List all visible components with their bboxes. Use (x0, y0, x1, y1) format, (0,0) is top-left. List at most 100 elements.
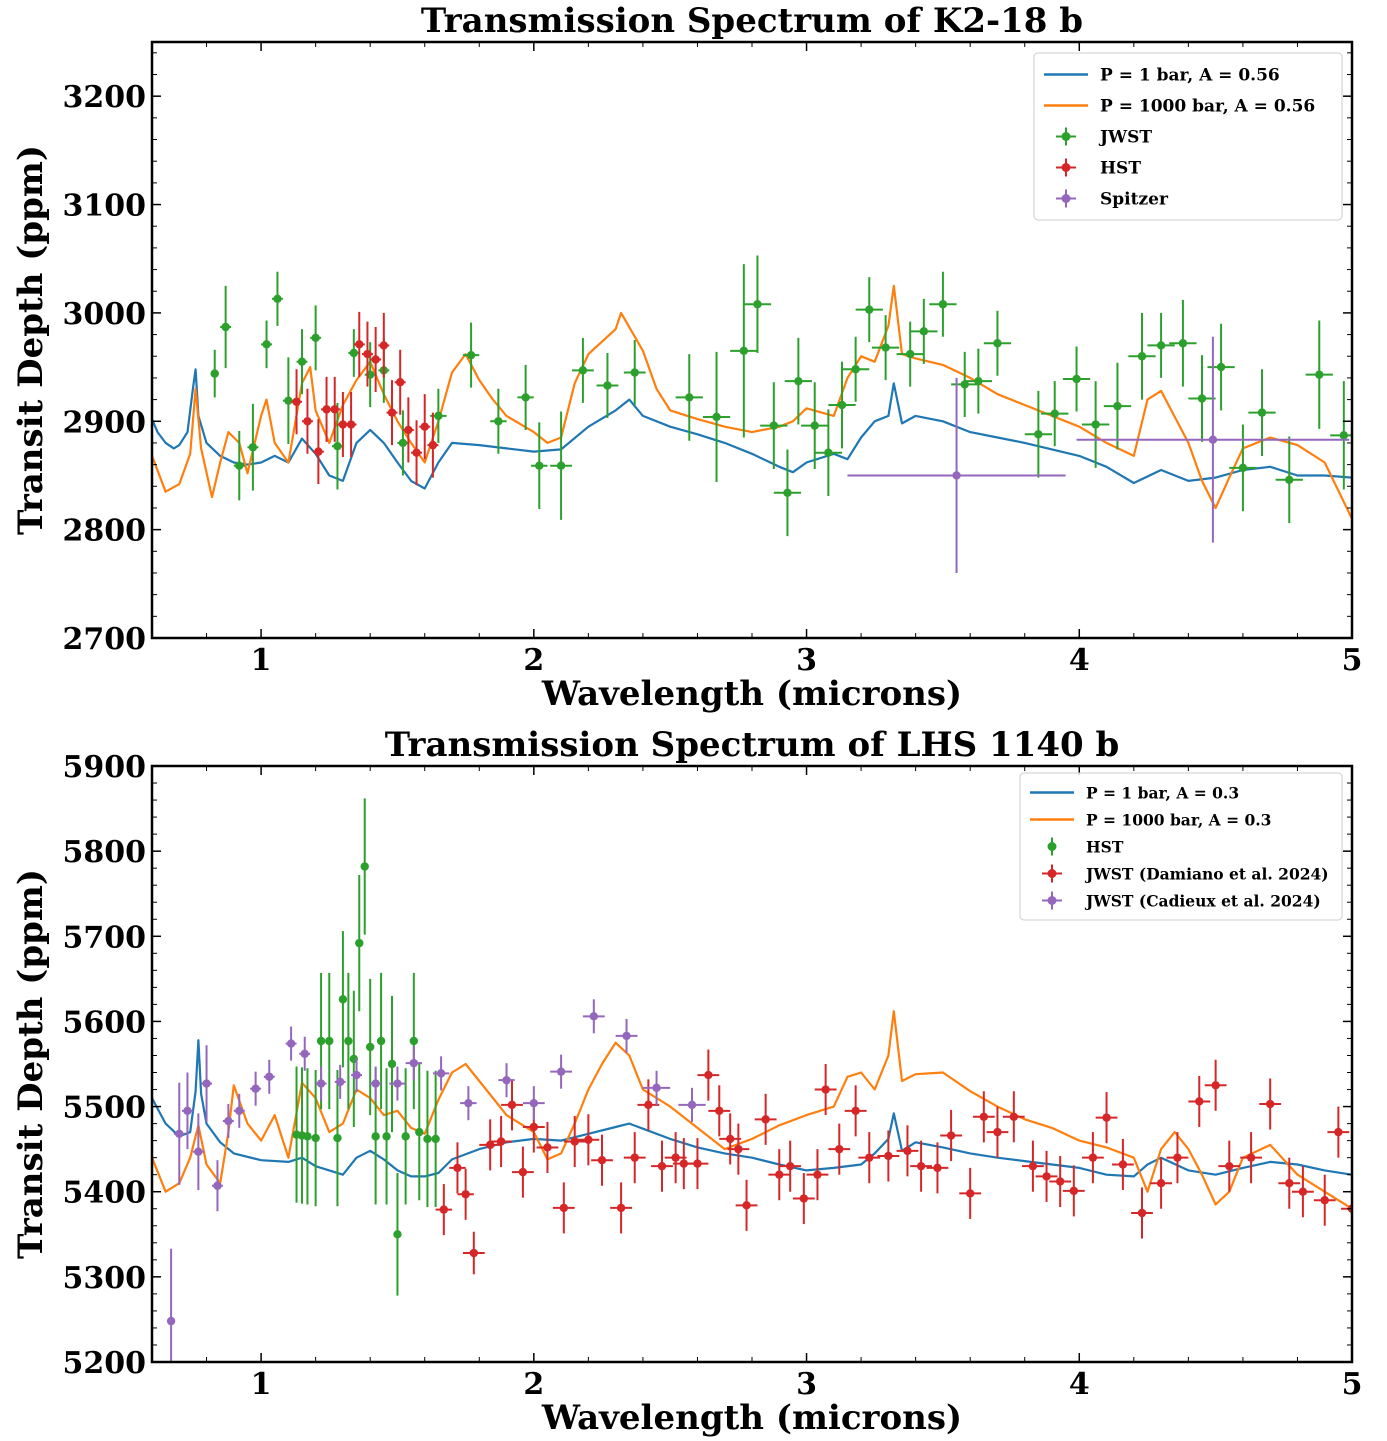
legend-label: P = 1000 bar, A = 0.56 (1100, 97, 1315, 117)
x-axis-label: Wavelength (microns) (541, 674, 962, 714)
x-tick-label: 1 (251, 1367, 272, 1402)
data-point (210, 369, 219, 378)
data-point (851, 365, 860, 374)
data-point (311, 333, 320, 343)
chart-panel-k2-18b: Transmission Spectrum of K2-18 b 1 2 3 4 5 27… (11, 1, 1362, 714)
data-point (439, 1205, 449, 1214)
legend: P = 1 bar, A = 0.3 P = 1000 bar, A = 0.3 H… (1019, 772, 1343, 921)
data-point (1334, 1127, 1343, 1137)
x-tick-label: 3 (796, 1367, 817, 1402)
data-point (387, 1059, 397, 1069)
data-point (404, 425, 413, 435)
data-point (1118, 1160, 1128, 1169)
data-point (916, 1161, 926, 1171)
data-point (423, 1134, 432, 1144)
legend-marker-swatch (1061, 132, 1071, 141)
data-point (1320, 1196, 1329, 1205)
data-point (952, 471, 961, 480)
data-point (262, 340, 271, 349)
data-point (1156, 1179, 1166, 1188)
data-point (379, 341, 389, 350)
legend-item-hst: HST (1056, 158, 1141, 179)
data-point (761, 1115, 770, 1124)
legend-label: JWST (1098, 128, 1152, 148)
data-point (344, 1036, 353, 1046)
data-point (1238, 463, 1248, 473)
data-point (507, 1100, 517, 1110)
data-point (453, 1163, 462, 1173)
data-point (333, 1133, 342, 1143)
data-point (175, 1129, 184, 1139)
data-point (303, 1132, 312, 1141)
data-point (494, 417, 503, 426)
series-hst (291, 311, 439, 486)
data-point (1208, 435, 1218, 444)
plot-area (152, 255, 1352, 573)
data-point (1285, 1179, 1294, 1188)
legend-label: HST (1100, 159, 1141, 179)
data-point (794, 376, 803, 386)
axis-ticks: 1 2 3 4 5 5200 5300 5400 5500 5600 5700 5800 5900 (63, 750, 1363, 1402)
data-point (297, 357, 307, 366)
data-point (352, 1070, 361, 1080)
legend-marker-swatch (1047, 842, 1057, 851)
data-point (349, 348, 359, 358)
series-jwst-damiano-et-al-2024 (435, 1049, 1352, 1275)
data-point (300, 1049, 309, 1058)
data-point (693, 1159, 702, 1168)
data-point (712, 412, 721, 422)
data-point (742, 1201, 751, 1210)
y-tick-label: 3000 (63, 297, 147, 332)
data-point (799, 1194, 809, 1203)
data-point (322, 405, 331, 414)
legend-label: JWST (Damiano et al. 2024) (1084, 865, 1329, 884)
data-point (657, 1161, 667, 1171)
data-point (1315, 370, 1324, 379)
data-point (464, 1098, 473, 1108)
data-point (224, 1116, 233, 1126)
data-point (1211, 1081, 1220, 1090)
legend-label: JWST (Cadieux et al. 2024) (1084, 892, 1321, 911)
data-point (355, 938, 364, 948)
y-tick-label: 5200 (63, 1346, 147, 1381)
legend-item-hst: HST (1047, 837, 1124, 857)
data-point (865, 305, 874, 314)
data-point (1195, 1097, 1204, 1106)
data-point (881, 343, 890, 352)
legend-label: HST (1086, 838, 1124, 857)
data-point (1102, 1113, 1111, 1122)
data-point (589, 1012, 599, 1021)
data-point (395, 378, 405, 387)
data-point (363, 349, 372, 359)
legend-frame (1033, 52, 1343, 221)
data-point (393, 1079, 402, 1088)
y-tick-label: 2700 (63, 622, 147, 657)
y-tick-label: 2800 (63, 514, 147, 549)
data-point (1257, 408, 1267, 417)
data-point (1069, 1186, 1079, 1196)
data-point (330, 405, 339, 414)
data-point (1091, 420, 1100, 429)
data-point (333, 441, 342, 451)
data-point (933, 1163, 942, 1173)
data-point (420, 422, 429, 431)
data-point (919, 327, 929, 336)
data-point (166, 1316, 176, 1326)
data-point (993, 1127, 1002, 1137)
data-point (311, 1133, 320, 1143)
data-point (725, 1134, 735, 1144)
data-point (194, 1147, 203, 1156)
data-point (671, 1153, 680, 1162)
data-point (597, 1156, 607, 1165)
y-tick-label: 5300 (63, 1261, 147, 1296)
series-spitzer (847, 336, 1350, 573)
legend-marker-swatch (1047, 869, 1057, 878)
data-point (469, 1248, 479, 1258)
data-point (502, 1075, 511, 1085)
data-point (338, 420, 348, 429)
legend-marker-swatch (1061, 163, 1071, 172)
data-point (314, 447, 323, 456)
data-point (365, 1042, 375, 1052)
x-tick-label: 2 (523, 643, 544, 678)
data-point (584, 1135, 593, 1144)
